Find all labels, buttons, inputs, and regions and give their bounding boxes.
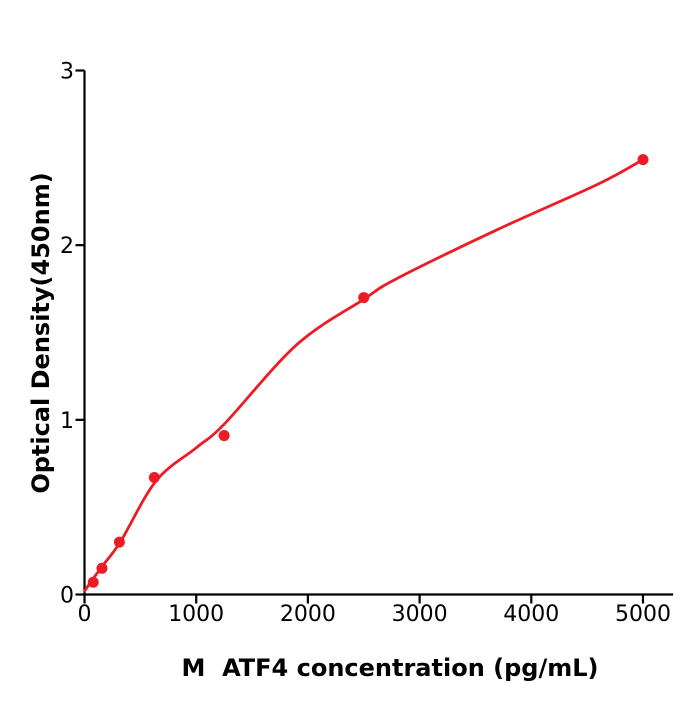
data-point	[87, 576, 99, 588]
x-tick-label: 2000	[280, 602, 336, 627]
y-tick-label: 2	[60, 234, 74, 259]
y-tick-label: 3	[60, 60, 74, 85]
data-point	[637, 154, 649, 166]
fit-curve-line	[83, 158, 645, 593]
data-point	[148, 471, 160, 483]
data-point	[96, 562, 108, 574]
data-point	[218, 430, 230, 442]
y-tick-label: 0	[60, 584, 74, 609]
x-tick-label: 5000	[615, 602, 671, 627]
axis-spines	[83, 70, 674, 596]
y-axis-title: Optical Density(450nm)	[27, 172, 55, 493]
x-tick-label: 1000	[168, 602, 224, 627]
x-tick-label: 4000	[503, 602, 559, 627]
data-point	[358, 292, 370, 304]
data-point	[113, 536, 125, 548]
y-tick-label: 1	[60, 409, 74, 434]
plot-area: 0 1000 2000 3000 4000 5000 0 1 2 3	[60, 60, 674, 627]
x-tick-label: 0	[78, 602, 92, 627]
x-tick-label: 3000	[392, 602, 448, 627]
x-axis-title: M ATF4 concentration (pg/mL)	[181, 654, 598, 682]
